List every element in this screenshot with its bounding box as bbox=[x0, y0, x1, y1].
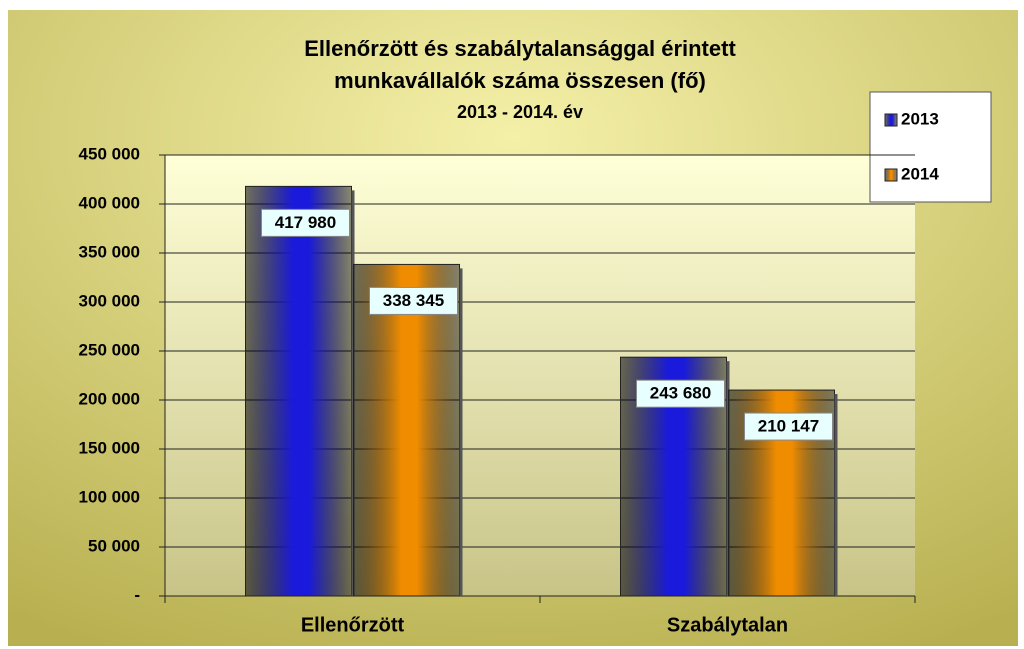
y-tick-label: 250 000 bbox=[79, 340, 140, 359]
legend bbox=[869, 91, 992, 203]
bar-shadow bbox=[459, 268, 463, 596]
bar bbox=[353, 263, 460, 597]
data-label: 338 345 bbox=[383, 291, 444, 310]
data-label-box bbox=[369, 286, 458, 315]
y-tick-label: - bbox=[134, 585, 140, 604]
data-label: 243 680 bbox=[650, 384, 711, 403]
y-tick-label: 100 000 bbox=[79, 487, 140, 506]
legend-label: 2014 bbox=[901, 164, 939, 183]
y-tick-label: 400 000 bbox=[79, 193, 140, 212]
bar bbox=[245, 185, 352, 597]
chart-title: Ellenőrzött és szabálytalansággal érinte… bbox=[304, 36, 736, 61]
data-label-box bbox=[744, 412, 833, 441]
legend-swatch bbox=[884, 113, 898, 127]
chart-title: munkavállalók száma összesen (fő) bbox=[334, 68, 706, 93]
y-tick-label: 200 000 bbox=[79, 389, 140, 408]
x-tick-label: Ellenőrzött bbox=[301, 614, 405, 636]
bar-shadow bbox=[834, 394, 838, 596]
data-label-box bbox=[636, 379, 725, 408]
data-label: 417 980 bbox=[275, 213, 336, 232]
y-tick-label: 50 000 bbox=[88, 536, 140, 555]
y-tick-label: 300 000 bbox=[79, 291, 140, 310]
data-label-box bbox=[261, 208, 350, 237]
y-tick-label: 150 000 bbox=[79, 438, 140, 457]
legend-swatch bbox=[884, 168, 898, 182]
data-label: 210 147 bbox=[758, 417, 819, 436]
chart-subtitle: 2013 - 2014. év bbox=[457, 102, 583, 122]
y-tick-label: 350 000 bbox=[79, 242, 140, 261]
legend-label: 2013 bbox=[901, 109, 939, 128]
x-tick-label: Szabálytalan bbox=[667, 614, 788, 636]
y-tick-label: 450 000 bbox=[79, 144, 140, 163]
